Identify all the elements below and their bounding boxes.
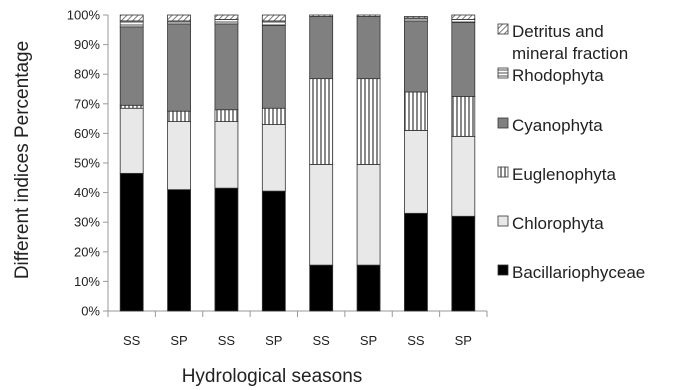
- axes: [107, 15, 487, 312]
- bar-segment-3-0: [119, 26, 144, 106]
- x-tick-label: SS: [313, 333, 331, 348]
- bar-segment-0-6: [404, 212, 428, 312]
- bar-segment-1-2: [214, 121, 239, 189]
- legend-swatch-4: [497, 67, 509, 79]
- bar-segment-3-3: [261, 24, 286, 109]
- x-tick-label: SS: [123, 333, 141, 348]
- legend-swatch-3: [497, 117, 509, 129]
- x-axis-ticks: SS SP SS SP SS SP SS SP: [107, 311, 488, 348]
- bar-segment-5-5: [356, 14, 381, 17]
- bar-segment-3-6: [404, 20, 428, 93]
- bar-segment-0-0: [119, 172, 144, 312]
- bar-segment-1-6: [404, 130, 428, 214]
- bar-segment-2-6: [404, 91, 428, 131]
- bar-segment-2-4: [309, 78, 334, 165]
- bar-segment-2-5: [356, 78, 381, 165]
- bar-segment-4-6: [404, 17, 428, 22]
- bar-segment-5-7: [451, 14, 476, 20]
- bar-segment-4-1: [167, 20, 191, 25]
- bar-segment-1-7: [451, 135, 476, 217]
- y-tick-label: 30%: [74, 215, 100, 230]
- bar-segment-1-0: [119, 107, 144, 174]
- bars: [119, 14, 476, 312]
- bar-segment-2-2: [214, 109, 239, 122]
- y-axis-ticks: 0% 10% 20% 30% 40% 50% 60% 70% 80% 90% 100%: [67, 8, 108, 319]
- x-axis-title: Hydrological seasons: [182, 366, 363, 387]
- bar-segment-4-7: [451, 19, 476, 23]
- y-tick-label: 40%: [74, 185, 100, 200]
- legend-label-2: Euglenophyta: [512, 165, 617, 184]
- bar-segment-5-0: [119, 14, 144, 22]
- bar-segment-1-1: [167, 121, 191, 191]
- bar-segment-2-1: [167, 110, 191, 122]
- bar-segment-4-0: [119, 20, 144, 28]
- y-tick-label: 100%: [67, 8, 101, 23]
- legend-label-5: Detritus and: [512, 22, 604, 41]
- x-tick-label: SS: [218, 333, 236, 348]
- bar-segment-1-5: [356, 164, 381, 266]
- legend-label-3: Cyanophyta: [512, 116, 603, 135]
- bar-segment-3-5: [356, 16, 381, 80]
- y-tick-label: 70%: [74, 96, 100, 111]
- legend-swatch-1: [497, 215, 509, 227]
- y-tick-label: 20%: [74, 244, 100, 259]
- legend-swatch-2: [497, 166, 509, 178]
- y-tick-label: 90%: [74, 37, 100, 52]
- legend-label-4: Rhodophyta: [512, 66, 604, 85]
- x-tick-label: SP: [265, 333, 282, 348]
- bar-segment-2-0: [119, 104, 144, 109]
- x-tick-label: SP: [170, 333, 187, 348]
- bar-segment-3-7: [451, 21, 476, 97]
- bar-segment-0-4: [309, 264, 334, 312]
- x-tick-label: SP: [455, 333, 472, 348]
- x-tick-label: SP: [360, 333, 377, 348]
- bar-segment-5-3: [261, 14, 286, 22]
- bar-segment-0-5: [356, 264, 381, 312]
- bar-segment-0-1: [167, 189, 191, 312]
- bar-segment-2-3: [261, 107, 286, 125]
- legend-label-1: Chlorophyta: [512, 214, 604, 233]
- bar-segment-0-3: [261, 190, 286, 312]
- bar-segment-3-4: [309, 16, 334, 80]
- legend-swatch-0: [497, 264, 509, 276]
- bar-segment-3-1: [167, 23, 191, 112]
- legend: Detritus and mineral fraction Rhodophyta Cy…: [497, 22, 645, 282]
- y-tick-label: 0%: [81, 304, 100, 319]
- x-tick-label: SS: [407, 333, 425, 348]
- legend-label-5: mineral fraction: [512, 44, 628, 63]
- bar-segment-5-2: [214, 14, 239, 20]
- bar-segment-5-6: [404, 16, 428, 19]
- bar-segment-3-2: [214, 23, 239, 111]
- bar-segment-4-3: [261, 20, 286, 26]
- legend-label-0: Bacillariophyceae: [512, 263, 645, 282]
- bar-segment-1-3: [261, 124, 286, 192]
- legend-swatch-5: [497, 23, 509, 35]
- bar-segment-4-2: [214, 19, 239, 25]
- bar-segment-5-1: [167, 14, 191, 22]
- bar-segment-1-4: [309, 164, 334, 266]
- y-tick-label: 60%: [74, 126, 100, 141]
- y-axis-title: Different indices Percentage: [12, 41, 33, 279]
- bar-segment-0-7: [451, 215, 476, 312]
- y-tick-label: 10%: [74, 274, 100, 289]
- y-tick-label: 80%: [74, 67, 100, 82]
- bar-segment-0-2: [214, 187, 239, 312]
- bar-segment-2-7: [451, 96, 476, 137]
- y-tick-label: 50%: [74, 156, 100, 171]
- bar-segment-5-4: [309, 14, 334, 17]
